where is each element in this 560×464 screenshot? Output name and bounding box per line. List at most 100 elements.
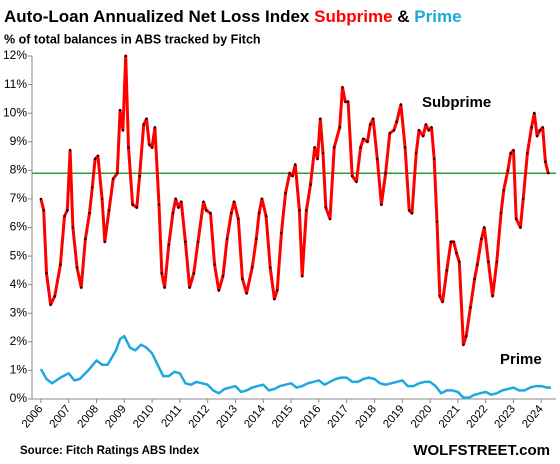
series-line [39,334,551,399]
x-tick-label: 2008 [75,403,101,430]
point [351,174,354,178]
title-amp: & [397,7,409,26]
point [269,266,272,269]
point [469,306,472,309]
point [421,134,425,138]
x-tick-label: 2020 [409,403,435,430]
point [167,243,170,246]
point [509,151,512,155]
point [100,197,104,201]
chart-title: Auto-Loan Annualized Net Loss Index Subp… [4,7,462,26]
point [332,146,336,149]
point [217,289,221,292]
point [359,146,362,149]
point [111,177,115,181]
y-tick-label: 12% [3,48,27,62]
source: Source: Fitch Ratings ABS Index [20,445,200,457]
y-tick-label: 2% [10,334,28,348]
point [288,171,291,175]
point [260,197,264,201]
point [338,126,341,129]
point [362,137,365,141]
point [116,171,119,175]
point [399,103,403,106]
point [441,300,444,304]
point [264,214,268,218]
point [313,146,316,149]
point [174,197,177,201]
point [438,294,442,298]
point [344,100,347,103]
point [135,206,138,209]
point [519,226,522,229]
y-tick-label: 6% [10,220,28,234]
point [230,212,233,215]
y-tick-label: 8% [10,163,28,177]
point [157,203,161,206]
point [417,129,421,132]
point [316,157,319,161]
point [96,154,100,158]
x-tick-label: 2016 [298,403,324,430]
watermark: WOLFSTREET.com [413,442,550,459]
point [107,209,111,212]
point [506,169,510,172]
point [160,272,164,275]
point [371,117,375,121]
point [480,237,483,241]
y-tick-label: 0% [10,391,28,405]
y-tick-label: 1% [10,363,28,377]
point [250,266,254,269]
point [465,334,468,338]
x-tick-label: 2024 [520,403,546,431]
point [483,226,486,229]
point [42,209,45,212]
x-tick-label: 2009 [103,403,129,430]
point [376,157,379,161]
point [121,129,125,132]
point [188,286,191,289]
point [445,269,448,272]
point [148,143,151,146]
point [49,303,52,306]
point [68,149,72,152]
x-tick-label: 2018 [353,403,379,430]
point [205,209,208,212]
y-tick-label: 7% [10,191,28,205]
point [225,237,229,241]
point [530,126,533,129]
x-tick-label: 2021 [437,403,463,430]
point [395,120,398,123]
point [301,274,304,278]
y-tick-label: 10% [3,105,27,119]
point [521,197,525,201]
point [142,123,145,126]
point [209,212,212,215]
point [118,109,122,112]
x-tick-label: 2010 [131,403,157,430]
point [346,100,350,103]
x-tick-label: 2017 [326,403,352,430]
point [275,289,279,292]
point [273,297,276,301]
x-tick-label: 2012 [187,403,213,430]
point [163,286,166,289]
point [414,151,418,155]
point [403,146,407,149]
point [53,294,56,298]
point [369,123,372,126]
point [66,209,69,212]
point [355,180,358,183]
point [319,117,322,121]
y-tick-label: 11% [4,77,27,91]
point [150,146,154,149]
point [192,272,195,275]
point [298,209,301,212]
point [435,220,439,223]
x-tick-label: 2011 [159,403,184,430]
point [63,214,66,218]
point [433,157,436,161]
point [80,286,83,289]
point [213,263,216,266]
